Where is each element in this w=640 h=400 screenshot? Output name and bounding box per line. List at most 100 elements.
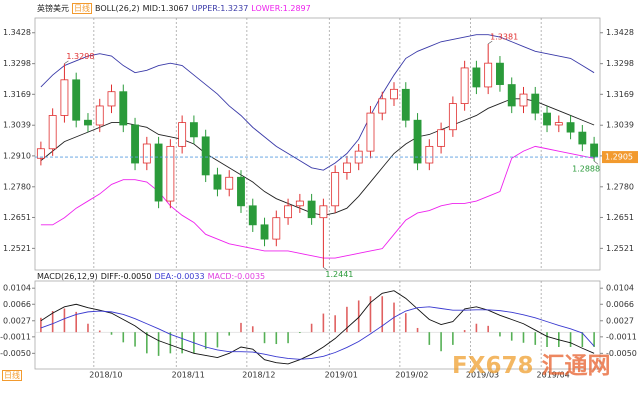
candle-body (60, 79, 69, 116)
candle-body (331, 172, 340, 207)
y-tick-label: 1.2521 (3, 244, 31, 253)
y-tick-label: -0.0011 (606, 332, 637, 341)
y-tick-label: 1.3039 (606, 121, 634, 130)
candle-body (590, 143, 599, 158)
indicator-name: BOLL(26,2) (95, 4, 140, 13)
panel-frame (34, 17, 601, 271)
y-tick-label: 1.3169 (3, 90, 31, 99)
y-tick-label: 1.3428 (606, 28, 634, 37)
annotation: 1.3298 (66, 52, 94, 61)
y-tick-label: 0.0104 (3, 284, 31, 293)
candle-body (36, 148, 45, 159)
macd-title: MACD(26,12,9) (37, 272, 98, 281)
y-tick-label: 1.3298 (3, 59, 31, 68)
x-tick-label: 2019/04 (537, 371, 570, 380)
candle-body (154, 143, 163, 202)
y-tick-label: 1.2651 (3, 213, 31, 222)
watermark-text: 汇通网 (541, 353, 611, 379)
annotation-tick (64, 60, 69, 64)
candle-body (307, 200, 316, 219)
y-tick-label: -0.0050 (0, 349, 31, 358)
y-tick-label: 1.2910 (3, 151, 31, 160)
candle-body (390, 88, 398, 100)
x-tick-label: 2018/11 (172, 371, 205, 380)
candle-body (166, 145, 175, 202)
candle-body (260, 224, 269, 240)
period-footer: 日线 (2, 370, 25, 381)
x-tick-label: 2019/01 (325, 371, 358, 380)
candle-body (543, 112, 551, 126)
y-tick-label: 1.3039 (3, 121, 31, 130)
x-tick-label: 2019/02 (395, 371, 428, 380)
candle-body (178, 122, 187, 147)
x-tick-label: 2019/03 (466, 371, 499, 380)
legend-entry: MID:1.3067 (142, 4, 189, 13)
boll-line (40, 145, 595, 259)
y-tick-label: 1.3428 (3, 28, 31, 37)
y-tick-label: 0.0027 (606, 316, 634, 325)
candle-body (201, 136, 210, 176)
y-tick-label: 1.3298 (606, 59, 634, 68)
candle-body (448, 103, 457, 131)
period-tag: 日线 (72, 3, 92, 14)
price-label: 1.2905 (605, 153, 633, 162)
boll-line (40, 34, 595, 171)
y-tick-label: 1.2651 (606, 213, 634, 222)
period-tag: 日线 (2, 370, 22, 381)
panel-frame (34, 280, 601, 370)
candle-body (119, 91, 128, 126)
y-tick-label: 1.2780 (3, 182, 31, 191)
candle-body (237, 176, 245, 207)
candle-body (378, 98, 387, 114)
y-tick-label: -0.0050 (606, 349, 637, 358)
x-tick-label: 2018/12 (242, 371, 275, 380)
candle-body (413, 119, 422, 164)
legend-entry: LOWER:1.2897 (251, 4, 311, 13)
y-tick-label: 1.3169 (606, 90, 634, 99)
candle-body (519, 93, 528, 107)
legend-entry: DEA:-0.0033 (154, 272, 205, 281)
y-tick-label: -0.0011 (0, 332, 31, 341)
y-tick-label: 0.0066 (3, 300, 31, 309)
candle-body (496, 62, 504, 85)
candle-body (366, 112, 375, 152)
candle-body (189, 122, 198, 138)
candle-body (48, 115, 57, 150)
candle-body (484, 62, 493, 88)
candle-body (425, 145, 434, 164)
y-tick-label: 0.0027 (3, 316, 31, 325)
candle-body (578, 131, 587, 145)
candle-body (225, 176, 234, 190)
candle-body (507, 84, 516, 107)
candle-body (213, 174, 222, 190)
x-tick-label: 2018/10 (89, 371, 122, 380)
candle-body (460, 67, 469, 104)
candle-body (319, 205, 328, 219)
legend-entry: MACD:-0.0035 (207, 272, 266, 281)
macd-line (40, 290, 595, 365)
annotation: 1.2441 (325, 270, 353, 279)
price-header: 英镑美元 日线 BOLL(26,2) MID:1.3067 UPPER:1.3237 LO… (37, 3, 314, 14)
candle-body (284, 205, 293, 219)
candle-body (95, 105, 104, 126)
y-tick-label: 1.2521 (606, 244, 634, 253)
candle-body (107, 91, 116, 107)
y-tick-label: 0.0066 (606, 300, 634, 309)
candle-body (272, 217, 281, 240)
candle-body (401, 88, 410, 121)
candle-body (131, 124, 139, 164)
annotation: 1.2888 (572, 165, 600, 174)
annotation-tick (593, 160, 599, 165)
candle-body (72, 79, 81, 121)
macd-line (40, 306, 595, 360)
annotation-tick (323, 267, 328, 271)
candle-body (142, 143, 151, 164)
y-tick-label: 0.0104 (606, 284, 634, 293)
candle-body (554, 122, 563, 126)
candle-body (248, 205, 257, 226)
candle-body (472, 67, 481, 88)
legend-entry: DIFF:-0.0050 (100, 272, 152, 281)
watermark: FX678 汇通网 (452, 346, 610, 380)
